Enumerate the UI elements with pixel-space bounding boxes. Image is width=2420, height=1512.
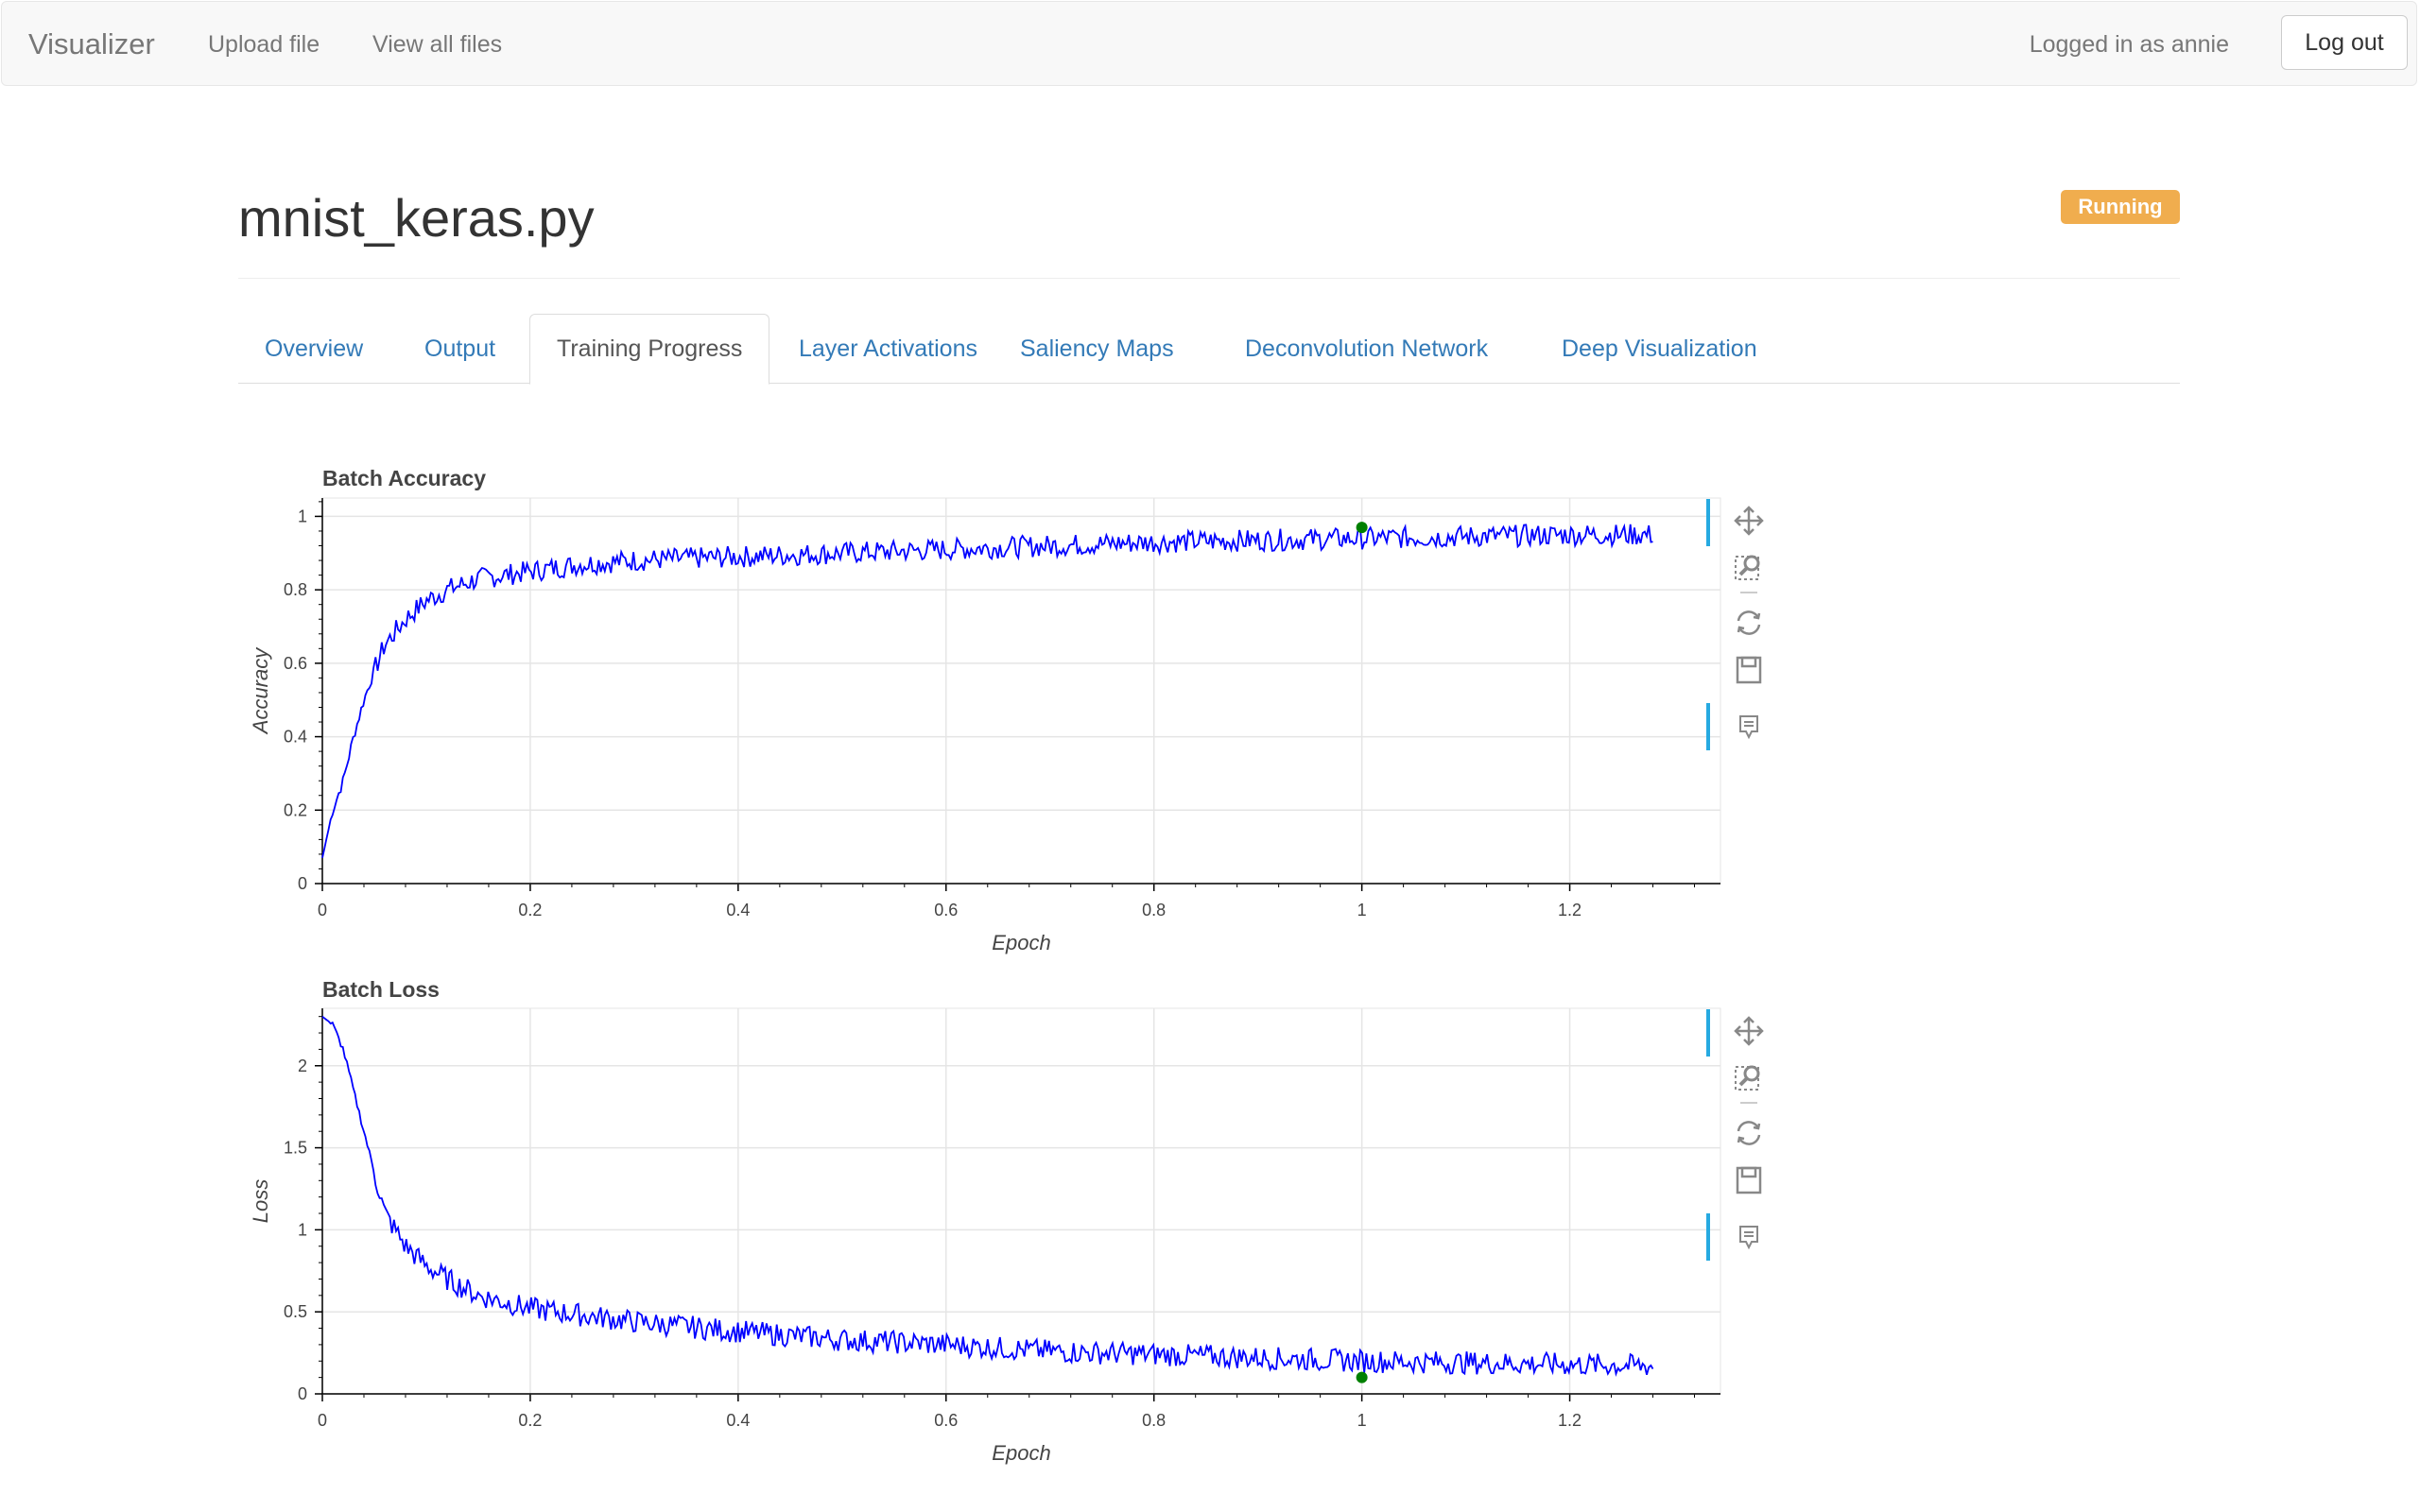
- x-axis-label: Epoch: [992, 931, 1050, 954]
- x-tick-label: 0: [318, 1411, 327, 1430]
- toolbar-divider: [1740, 1102, 1757, 1104]
- x-tick-label: 0.8: [1142, 901, 1166, 919]
- logout-button[interactable]: Log out: [2281, 15, 2408, 70]
- y-tick-label: 1: [298, 507, 307, 525]
- logged-in-text: Logged in as annie: [2029, 31, 2229, 58]
- y-tick-label: 2: [298, 1057, 307, 1075]
- x-tick-label: 0: [318, 901, 327, 919]
- tab-bar: Overview Output Training Progress Layer …: [238, 314, 2180, 385]
- toolbar-divider: [1740, 592, 1757, 593]
- hover-marker: [1356, 522, 1368, 534]
- box-zoom-icon[interactable]: [1733, 1062, 1765, 1094]
- hover-active-indicator: [1706, 1213, 1710, 1261]
- y-tick-label: 0.8: [284, 580, 307, 599]
- reset-icon[interactable]: [1733, 1117, 1765, 1149]
- chart-0: 0 0.2 0.4 0.6 0.8 1 1.2 0 0.2 0.4 0.6 0.8 1 Batch Acc…: [249, 466, 1721, 954]
- hover-marker: [1356, 1371, 1368, 1383]
- x-tick-label: 1.2: [1558, 1411, 1582, 1430]
- page-title: mnist_keras.py: [238, 188, 595, 248]
- nav-upload-file[interactable]: Upload file: [208, 31, 320, 58]
- y-tick-label: 0.6: [284, 654, 307, 673]
- y-tick-label: 0.4: [284, 728, 307, 747]
- chart-title: Batch Accuracy: [322, 466, 486, 490]
- x-tick-label: 0.2: [518, 901, 542, 919]
- tab-saliency-maps[interactable]: Saliency Maps: [1020, 335, 1174, 362]
- x-axis-label: Epoch: [992, 1441, 1050, 1465]
- save-icon[interactable]: [1733, 654, 1765, 686]
- x-tick-label: 0.6: [934, 1411, 958, 1430]
- reset-icon[interactable]: [1733, 607, 1765, 639]
- tab-output[interactable]: Output: [424, 335, 496, 362]
- y-tick-label: 0.2: [284, 800, 307, 819]
- x-tick-label: 0.6: [934, 901, 958, 919]
- chart-1: 0 0.2 0.4 0.6 0.8 1 1.2 0 0.5 1 1.5 2 Batch Loss Epoc…: [249, 977, 1721, 1465]
- x-tick-label: 1: [1357, 1411, 1367, 1430]
- x-tick-label: 0.2: [518, 1411, 542, 1430]
- x-tick-label: 1.2: [1558, 901, 1582, 919]
- x-tick-label: 1: [1357, 901, 1367, 919]
- y-tick-label: 0: [298, 874, 307, 893]
- tab-layer-activations[interactable]: Layer Activations: [799, 335, 977, 362]
- hover-icon[interactable]: [1733, 1221, 1765, 1253]
- x-tick-label: 0.8: [1142, 1411, 1166, 1430]
- status-badge: Running: [2061, 190, 2180, 224]
- series-line: [321, 1015, 1654, 1378]
- chart-title: Batch Loss: [322, 977, 440, 1002]
- pan-icon[interactable]: [1733, 505, 1765, 537]
- pan-icon[interactable]: [1733, 1015, 1765, 1047]
- tab-deconvolution-network[interactable]: Deconvolution Network: [1245, 335, 1489, 362]
- tab-training-progress[interactable]: Training Progress: [529, 314, 770, 385]
- navbar: Visualizer Upload file View all files Lo…: [1, 1, 2417, 86]
- tab-overview[interactable]: Overview: [265, 335, 364, 362]
- tab-deep-visualization[interactable]: Deep Visualization: [1562, 335, 1757, 362]
- plot-area: [321, 497, 1721, 885]
- series-line: [321, 523, 1653, 858]
- y-tick-label: 1: [298, 1220, 307, 1239]
- y-tick-label: 0.5: [284, 1302, 307, 1321]
- y-axis-label: Accuracy: [249, 646, 272, 735]
- nav-view-all-files[interactable]: View all files: [372, 31, 503, 58]
- y-tick-label: 0: [298, 1384, 307, 1403]
- brand-link[interactable]: Visualizer: [28, 27, 155, 60]
- box-zoom-icon[interactable]: [1733, 552, 1765, 584]
- y-axis-label: Loss: [249, 1179, 272, 1223]
- plot-area: [321, 1007, 1721, 1395]
- pan-active-indicator: [1706, 499, 1710, 546]
- pan-active-indicator: [1706, 1009, 1710, 1057]
- hover-icon[interactable]: [1733, 711, 1765, 743]
- hover-active-indicator: [1706, 703, 1710, 750]
- x-tick-label: 0.4: [726, 1411, 750, 1430]
- title-divider: [238, 278, 2180, 279]
- x-tick-label: 0.4: [726, 901, 750, 919]
- y-tick-label: 1.5: [284, 1139, 307, 1158]
- save-icon[interactable]: [1733, 1164, 1765, 1196]
